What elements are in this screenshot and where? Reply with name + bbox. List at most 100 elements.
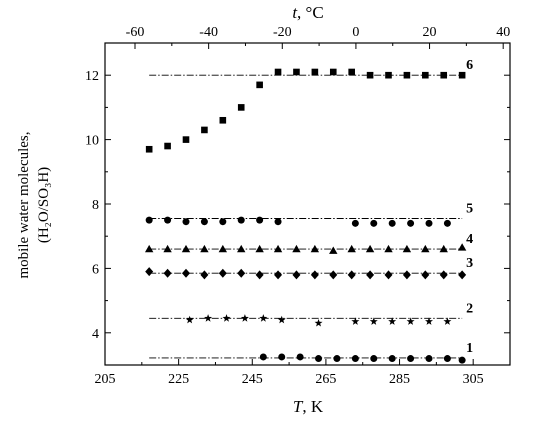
data-point bbox=[200, 244, 209, 253]
data-point bbox=[421, 244, 430, 253]
data-point bbox=[256, 81, 263, 89]
data-point bbox=[443, 219, 451, 227]
data-point bbox=[403, 71, 411, 79]
y-tick-label: 12 bbox=[85, 69, 99, 84]
data-point bbox=[219, 116, 227, 124]
data-point bbox=[293, 68, 300, 76]
data-point bbox=[164, 216, 172, 224]
series-label-4: 4 bbox=[466, 232, 473, 247]
data-point bbox=[347, 244, 356, 253]
data-point bbox=[145, 145, 153, 153]
data-point bbox=[369, 317, 378, 325]
x-tick-label: 285 bbox=[389, 372, 410, 387]
data-point bbox=[145, 267, 154, 277]
data-point bbox=[458, 71, 466, 79]
data-point bbox=[402, 270, 411, 280]
data-point bbox=[443, 317, 452, 325]
data-point bbox=[422, 71, 429, 79]
series-6 bbox=[145, 68, 466, 153]
data-point bbox=[204, 314, 213, 322]
x-tick-label: 245 bbox=[242, 372, 263, 387]
data-point bbox=[163, 244, 172, 253]
y-tick-label: 10 bbox=[85, 134, 99, 149]
data-point bbox=[274, 270, 283, 280]
data-point bbox=[333, 355, 341, 363]
data-point bbox=[240, 314, 249, 322]
data-point bbox=[365, 244, 375, 253]
data-point bbox=[200, 270, 209, 280]
data-point bbox=[273, 244, 283, 253]
y-axis-title-line1: mobile water molecules, bbox=[16, 131, 32, 278]
data-point bbox=[407, 355, 415, 363]
data-point bbox=[329, 270, 338, 280]
data-point bbox=[348, 68, 355, 76]
data-point bbox=[351, 317, 360, 325]
series-label-3: 3 bbox=[466, 256, 473, 271]
data-point bbox=[296, 353, 304, 361]
markers bbox=[144, 68, 467, 364]
x-tick-label: 225 bbox=[168, 372, 189, 387]
x-axis-bottom: 205 225 245 265 285 305 bbox=[95, 359, 484, 387]
data-point bbox=[315, 355, 323, 363]
fit-lines bbox=[149, 74, 463, 359]
series-label-2: 2 bbox=[466, 301, 473, 316]
data-point bbox=[145, 216, 153, 224]
data-point bbox=[181, 244, 191, 253]
data-point bbox=[439, 244, 448, 253]
data-point bbox=[421, 270, 430, 280]
data-point bbox=[425, 219, 433, 227]
series-4 bbox=[144, 243, 467, 254]
data-point bbox=[218, 244, 228, 253]
data-point bbox=[314, 318, 323, 327]
data-point bbox=[457, 243, 467, 251]
data-point bbox=[425, 355, 433, 363]
data-point bbox=[388, 355, 396, 363]
x2-tick-label: 40 bbox=[496, 25, 510, 40]
data-point bbox=[439, 270, 448, 280]
x2-tick-label: -40 bbox=[199, 25, 218, 40]
data-point bbox=[237, 104, 245, 111]
data-point bbox=[219, 218, 227, 226]
x-tick-label: 265 bbox=[315, 372, 336, 387]
series-label-1: 1 bbox=[466, 341, 473, 356]
data-point bbox=[163, 268, 172, 278]
data-point bbox=[329, 68, 337, 76]
data-point bbox=[440, 71, 448, 79]
data-point bbox=[402, 244, 412, 253]
data-point bbox=[278, 353, 286, 361]
x2-tick-label: -60 bbox=[126, 25, 145, 40]
data-point bbox=[370, 355, 378, 363]
data-point bbox=[274, 68, 282, 76]
data-point bbox=[425, 317, 433, 325]
plot-frame bbox=[104, 42, 511, 366]
x2-axis-title: t, °C bbox=[292, 3, 323, 22]
data-point bbox=[201, 126, 208, 134]
data-point bbox=[311, 68, 319, 76]
series-2 bbox=[185, 314, 452, 327]
x-tick-label: 205 bbox=[95, 372, 116, 387]
series-labels: 6 5 4 3 2 1 bbox=[466, 58, 473, 356]
y-tick-label: 6 bbox=[92, 262, 99, 277]
data-point bbox=[329, 246, 338, 254]
y-axis-title: mobile water molecules, (H₂O/SO₃H) bbox=[16, 131, 52, 278]
data-point bbox=[347, 270, 356, 280]
data-point bbox=[259, 314, 268, 322]
data-point bbox=[274, 218, 282, 226]
data-point bbox=[351, 219, 359, 227]
data-point bbox=[388, 317, 397, 325]
y-axis-title-line2: (H₂O/SO₃H) bbox=[36, 167, 52, 243]
data-point bbox=[351, 355, 359, 363]
data-point bbox=[256, 216, 264, 224]
data-point bbox=[407, 219, 415, 227]
y-tick-label: 8 bbox=[92, 198, 99, 213]
x-axis-top: -60 -40 -20 0 20 40 bbox=[126, 25, 510, 49]
data-point bbox=[310, 270, 319, 280]
data-point bbox=[237, 268, 246, 278]
data-point bbox=[237, 216, 245, 224]
data-point bbox=[310, 244, 320, 253]
series-3 bbox=[145, 267, 467, 280]
data-point bbox=[443, 355, 451, 363]
data-point bbox=[458, 356, 466, 364]
data-point bbox=[370, 219, 378, 227]
